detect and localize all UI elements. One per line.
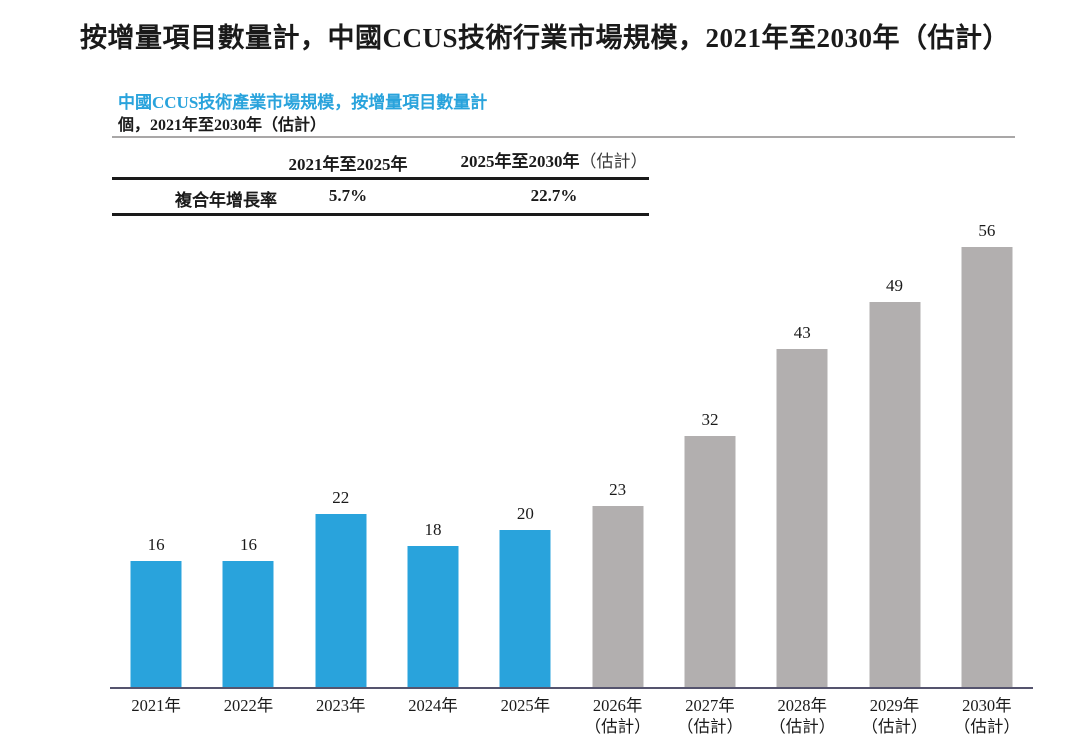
bar-slot-2026年: 23 (572, 213, 664, 687)
horizontal-rule (112, 136, 1015, 138)
bar-2023年 (315, 514, 367, 687)
bar-value-label-2027年: 32 (701, 410, 719, 429)
x-axis-line (110, 687, 1033, 689)
x-axis-label-2025年: 2025年 (500, 696, 551, 715)
page-title: 按增量項目數量計，中國CCUS技術行業市場規模，2021年至2030年（估計） (80, 23, 1011, 53)
x-axis-label-2026年: 2026年 （估計） (584, 696, 651, 736)
cagr-value-2021-2025: 5.7% (328, 186, 368, 205)
x-axis-label-note-2028年: （估計） (769, 717, 836, 736)
bar-value-label-2030年: 56 (978, 221, 996, 240)
cagr-table-rule-bottom (112, 213, 649, 216)
bar-2025年 (499, 530, 551, 687)
cagr-value-2025-2030: 22.7% (530, 186, 578, 205)
x-axis-label-2028年: 2028年 （估計） (769, 696, 836, 736)
cagr-col-header-1: 2021年至2025年 (288, 155, 408, 174)
bar-value-label-2026年: 23 (609, 480, 627, 499)
bar-value-label-2021年: 16 (147, 535, 165, 554)
bar-2022年 (222, 561, 274, 687)
cagr-col-header-2: 2025年至2030年（估計） (460, 152, 648, 171)
x-axis-label-2021年: 2021年 (131, 696, 181, 715)
x-axis-label-2023年: 2023年 (316, 696, 366, 715)
bar-2029年 (869, 302, 921, 687)
bar-value-label-2028年: 43 (793, 323, 811, 342)
x-axis-label-2029年: 2029年 （估計） (861, 696, 928, 736)
cagr-table-data-row: 複合年增長率 5.7% 22.7% (112, 180, 649, 213)
x-axis-label-note-2027年: （估計） (676, 717, 743, 736)
x-axis-label-2027年: 2027年 （估計） (676, 696, 743, 736)
bar-2026年 (592, 506, 644, 687)
bar-slot-2030年: 56 (941, 213, 1033, 687)
bar-value-label-2024年: 18 (424, 520, 442, 539)
bar-slot-2028年: 43 (756, 213, 848, 687)
cagr-row-label: 複合年增長率 (175, 191, 277, 210)
bar-slot-2027年: 32 (664, 213, 756, 687)
cagr-table-rule-top (112, 177, 649, 180)
bar-slot-2029年: 49 (848, 213, 940, 687)
bar-slot-2022年: 16 (202, 213, 294, 687)
bar-value-label-2029年: 49 (886, 276, 904, 295)
x-axis-label-2030年: 2030年 （估計） (953, 696, 1020, 736)
bar-value-label-2022年: 16 (239, 535, 257, 554)
x-axis-label-note-2026年: （估計） (584, 717, 651, 736)
cagr-table-header-row: 2021年至2025年 2025年至2030年（估計） (112, 140, 649, 177)
bar-2030年 (961, 247, 1013, 687)
plot-area: 16 16 22 18 20 23 32 43 49 56 (110, 215, 1033, 689)
bar-2027年 (684, 436, 736, 687)
bar-2028年 (776, 349, 828, 687)
chart-subtitle: 中國CCUS技術產業市場規模，按增量項目數量計 (118, 93, 488, 112)
bar-2024年 (407, 546, 459, 687)
cagr-table: 2021年至2025年 2025年至2030年（估計） 複合年增長率 5.7% … (112, 140, 649, 216)
bar-2021年 (130, 561, 182, 687)
bar-slot-2025年: 20 (479, 213, 571, 687)
x-axis-label-note-2029年: （估計） (861, 717, 928, 736)
bar-slot-2023年: 22 (295, 213, 387, 687)
bar-slot-2021年: 16 (110, 213, 202, 687)
x-axis-label-note-2030年: （估計） (953, 717, 1020, 736)
x-axis-label-2024年: 2024年 (408, 696, 458, 715)
bar-slot-2024年: 18 (387, 213, 479, 687)
bar-value-label-2023年: 22 (332, 488, 350, 507)
chart-unit-line: 個，2021年至2030年（估計） (118, 117, 327, 134)
x-axis-label-2022年: 2022年 (223, 696, 274, 715)
bar-value-label-2025年: 20 (516, 504, 534, 523)
